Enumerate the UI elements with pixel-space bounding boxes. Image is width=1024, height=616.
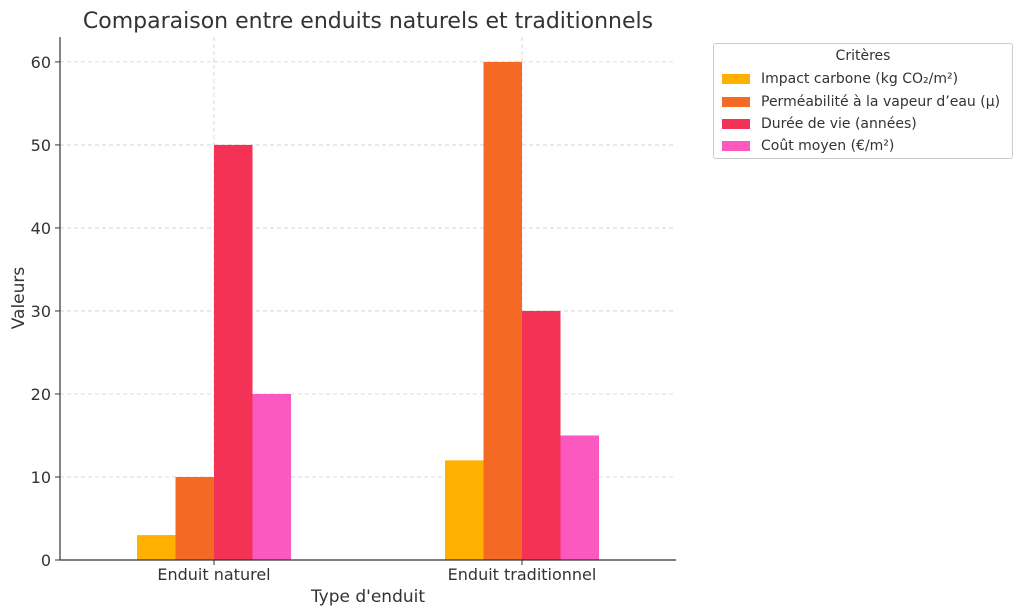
legend-item-cout-moyen: Coût moyen (€/m²) <box>722 137 894 155</box>
legend-swatch <box>722 141 750 151</box>
legend-swatch <box>722 119 750 129</box>
bar <box>137 535 176 560</box>
y-tick-label: 0 <box>41 551 51 570</box>
legend-label: Coût moyen (€/m²) <box>761 138 895 154</box>
y-tick-label: 10 <box>31 468 51 487</box>
bar <box>522 310 561 560</box>
x-tick-label: Enduit traditionnel <box>448 565 597 584</box>
bars-group <box>137 61 599 561</box>
legend-label: Durée de vie (années) <box>761 116 917 132</box>
bar <box>252 393 291 560</box>
legend-label: Perméabilité à la vapeur d’eau (µ) <box>761 94 1001 110</box>
axes <box>59 37 676 561</box>
bar <box>214 144 253 560</box>
bar <box>560 435 599 560</box>
y-tick-label: 50 <box>31 136 51 155</box>
bar <box>175 476 214 560</box>
chart-legend: Critères Impact carbone (kg CO₂/m²) Perm… <box>713 43 1013 159</box>
x-tick-label: Enduit naturel <box>157 565 270 584</box>
x-axis-label: Type d'enduit <box>310 587 425 607</box>
legend-item-duree-de-vie: Durée de vie (années) <box>722 115 917 133</box>
legend-swatch <box>722 97 750 107</box>
chart-title: Comparaison entre enduits naturels et tr… <box>83 9 653 34</box>
legend-swatch <box>722 74 750 84</box>
bar <box>483 61 522 561</box>
y-tick-label: 40 <box>31 219 51 238</box>
legend-item-impact-carbone: Impact carbone (kg CO₂/m²) <box>722 70 958 88</box>
y-tick-label: 30 <box>31 302 51 321</box>
legend-label: Impact carbone (kg CO₂/m²) <box>761 71 959 87</box>
bar <box>445 460 484 560</box>
y-axis-label: Valeurs <box>9 267 29 330</box>
x-tick-labels: Enduit naturel Enduit traditionnel <box>157 560 596 584</box>
legend-item-permeabilite: Perméabilité à la vapeur d’eau (µ) <box>722 93 1000 111</box>
y-tick-label: 20 <box>31 385 51 404</box>
y-tick-labels: 0 10 20 30 40 50 60 <box>31 53 60 570</box>
y-tick-label: 60 <box>31 53 51 72</box>
legend-title: Critères <box>835 48 891 64</box>
